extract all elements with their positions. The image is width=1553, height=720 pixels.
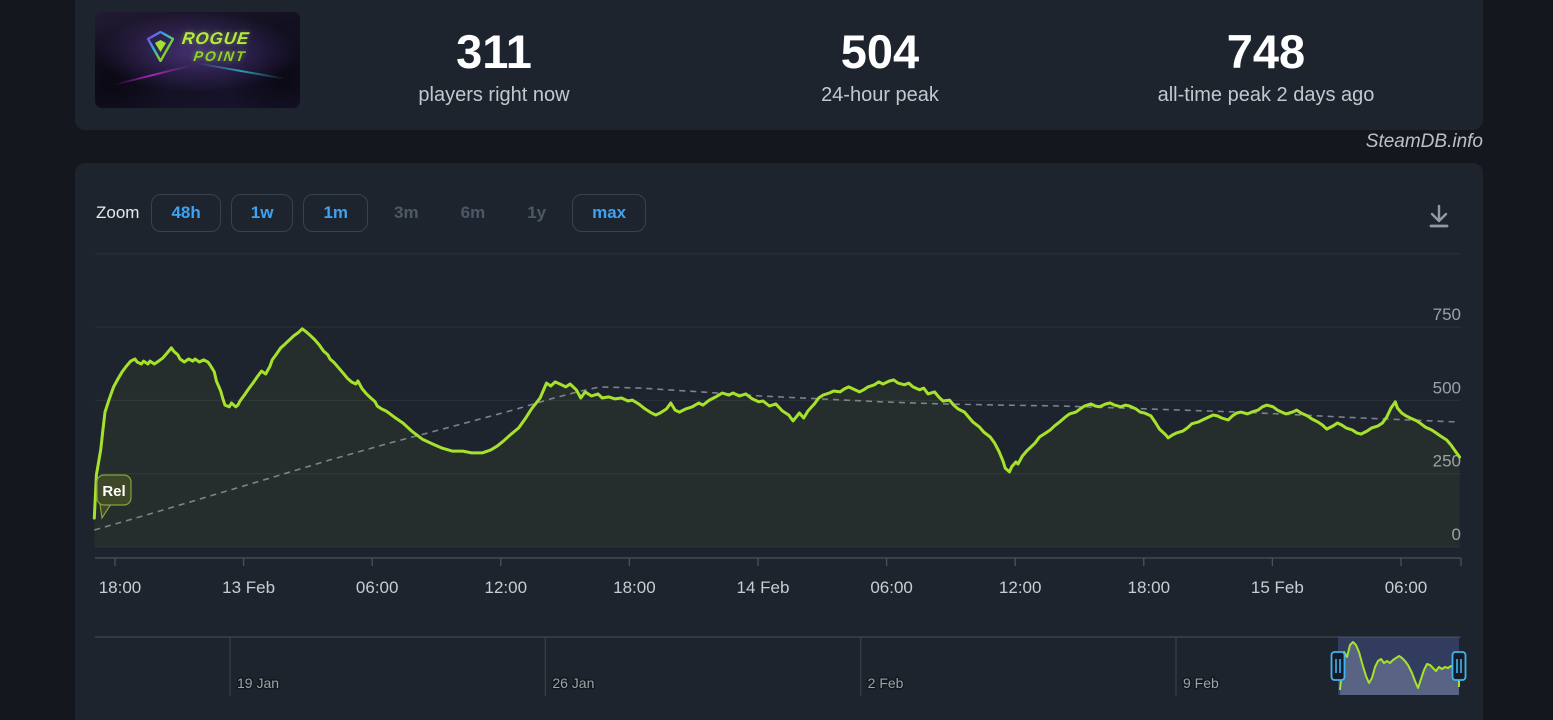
- x-axis-label: 12:00: [485, 578, 528, 597]
- x-axis-label: 06:00: [870, 578, 913, 597]
- zoom-button-1y: 1y: [511, 194, 562, 232]
- game-logo: ROGUE POINT: [95, 29, 300, 64]
- stat-value: 748: [1226, 25, 1306, 79]
- x-axis-label: 18:00: [99, 578, 142, 597]
- players-area: [94, 328, 1460, 547]
- stat-value: 504: [840, 25, 920, 79]
- zoom-row: Zoom 48h 1w 1m 3m 6m 1y max: [96, 194, 656, 232]
- zoom-button-48h[interactable]: 48h: [151, 194, 221, 232]
- navigator: 19 Jan 26 Jan 2 Feb 9 Feb: [95, 636, 1467, 696]
- handle-grip-box: [1330, 651, 1346, 681]
- game-logo-line2: POINT: [192, 48, 248, 64]
- navigator-date-label: 19 Jan: [237, 675, 279, 691]
- release-flag-label: Rel: [102, 483, 125, 500]
- x-axis-label: 06:00: [1385, 578, 1428, 597]
- stats-row: 311 players right now 504 24-hour peak 7…: [301, 0, 1459, 130]
- game-logo-diamond-icon: [146, 31, 174, 62]
- zoom-button-1w[interactable]: 1w: [230, 194, 294, 232]
- zoom-button-3m: 3m: [378, 194, 435, 232]
- navigator-date-label: 26 Jan: [552, 675, 594, 691]
- trend-line: [94, 386, 1460, 531]
- steamdb-credit: SteamDB.info: [1365, 131, 1483, 152]
- zoom-label: Zoom: [96, 203, 140, 222]
- y-axis-label: 750: [1433, 305, 1461, 324]
- navigator-selection[interactable]: [1338, 637, 1459, 695]
- navigator-handle-right[interactable]: [1451, 651, 1467, 681]
- banner-art-streak: [196, 62, 286, 80]
- navigator-mini-line: [1339, 641, 1460, 691]
- x-axis-label: 13 Feb: [222, 578, 275, 597]
- zoom-button-1m[interactable]: 1m: [303, 194, 369, 232]
- x-axis-label: 18:00: [613, 578, 656, 597]
- y-axis-label: 500: [1433, 378, 1461, 397]
- stat-label: all-time peak 2 days ago: [1157, 83, 1375, 106]
- download-icon: [1429, 204, 1449, 228]
- release-flag[interactable]: Rel: [96, 474, 132, 520]
- x-axis-label: 18:00: [1128, 578, 1171, 597]
- banner-art-streak: [113, 64, 193, 86]
- player-count-chart: 0 250 500 750 18:00 13 Feb 06:00 12:00 18:00 14 F…: [92, 253, 1467, 696]
- game-banner[interactable]: ROGUE POINT: [95, 12, 300, 108]
- y-axis-label: 0: [1452, 525, 1461, 544]
- stat-24h-peak: 504 24-hour peak: [687, 0, 1073, 130]
- header-card: ROGUE POINT 311 players right now 504 24…: [75, 0, 1483, 130]
- x-axis-label: 06:00: [356, 578, 399, 597]
- navigator-date-label: 2 Feb: [868, 675, 904, 691]
- handle-grip-box: [1451, 651, 1467, 681]
- x-axis-label: 15 Feb: [1251, 578, 1304, 597]
- game-logo-text: ROGUE POINT: [179, 29, 251, 64]
- y-axis-label: 250: [1433, 452, 1461, 471]
- download-button[interactable]: [1423, 201, 1455, 233]
- zoom-button-max[interactable]: max: [572, 194, 647, 232]
- stat-players-now: 311 players right now: [301, 0, 687, 130]
- navigator-date-label: 9 Feb: [1183, 675, 1219, 691]
- zoom-buttons: 48h 1w 1m 3m 6m 1y max: [151, 194, 656, 232]
- stat-label: players right now: [418, 83, 570, 106]
- navigator-handle-left[interactable]: [1330, 651, 1346, 681]
- zoom-button-6m: 6m: [445, 194, 502, 232]
- x-axis-label: 14 Feb: [737, 578, 790, 597]
- game-logo-line1: ROGUE: [180, 29, 251, 48]
- release-flag-box: [96, 474, 132, 506]
- x-axis-label: 12:00: [999, 578, 1042, 597]
- stat-label: 24-hour peak: [821, 83, 939, 106]
- stat-value: 311: [456, 25, 532, 79]
- stat-alltime-peak: 748 all-time peak 2 days ago: [1073, 0, 1459, 130]
- players-line: [92, 327, 1462, 520]
